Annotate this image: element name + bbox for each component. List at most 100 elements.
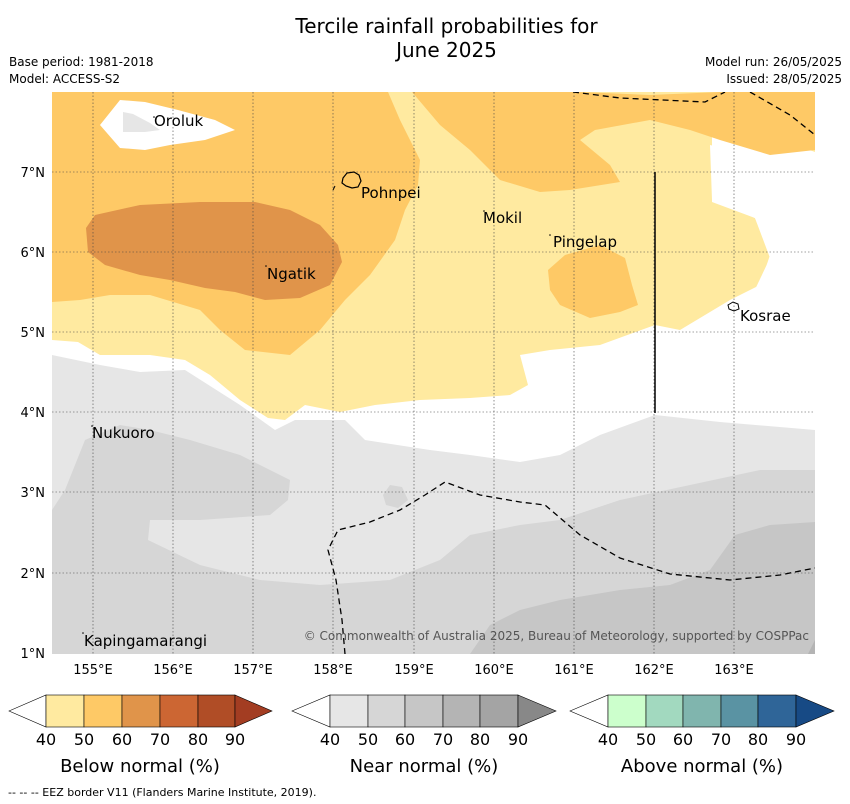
legend-below-tick-40: 40 xyxy=(36,730,56,749)
lon-label-158e: 158°E xyxy=(313,663,353,678)
longitude-labels: 155°E 156°E 157°E 158°E 159°E 160°E 161°… xyxy=(73,663,754,678)
base-period: Base period: 1981-2018 xyxy=(9,55,154,69)
title-line-2: June 2025 xyxy=(396,38,497,62)
lat-label-7n: 7°N xyxy=(21,166,46,181)
eez-footnote: -- -- -- EEZ border V11 (Flanders Marine… xyxy=(8,786,317,799)
legend-below-swatch-5 xyxy=(197,694,236,728)
legend-above-swatch-5 xyxy=(757,694,797,728)
legend-near-swatch-4 xyxy=(442,694,481,728)
legend-above-tick-50: 50 xyxy=(636,730,656,749)
legend-near-title: Near normal (%) xyxy=(350,756,499,777)
lat-label-6n: 6°N xyxy=(21,246,46,261)
near-normal-speck xyxy=(123,112,160,132)
legend-below-normal: 40 50 60 70 80 90 Below normal (%) xyxy=(8,694,273,777)
island-oroluk-marker xyxy=(153,116,155,118)
chart-title: Tercile rainfall probabilities for June … xyxy=(0,14,850,62)
island-mokil-marker xyxy=(483,210,485,212)
lon-label-160e: 160°E xyxy=(474,663,514,678)
legend-near-swatch-1 xyxy=(329,694,369,728)
legend-above-title: Above normal (%) xyxy=(621,756,783,777)
lat-label-1n: 1°N xyxy=(21,647,46,662)
model-info: Base period: 1981-2018 Model: ACCESS-S2 xyxy=(9,54,154,88)
lon-label-156e: 156°E xyxy=(153,663,193,678)
map-area: Oroluk Pohnpei Mokil Pingelap Ngatik Kos… xyxy=(52,92,815,654)
lon-label-163e: 163°E xyxy=(714,663,754,678)
near-normal-50-patch xyxy=(383,485,408,508)
legend-above-tick-40: 40 xyxy=(598,730,618,749)
legend-below-title: Below normal (%) xyxy=(60,756,220,777)
island-kosrae-outline xyxy=(727,301,740,312)
legend-near-tick-70: 70 xyxy=(433,730,453,749)
lon-label-159e: 159°E xyxy=(394,663,434,678)
graticule xyxy=(52,92,815,654)
legend-near-tick-90: 90 xyxy=(508,730,528,749)
model-run: Model run: 26/05/2025 xyxy=(704,55,842,69)
legend-below-swatch-1 xyxy=(45,694,85,728)
legend-near-tick-50: 50 xyxy=(358,730,378,749)
near-normal-60-region xyxy=(470,522,815,654)
lon-label-161e: 161°E xyxy=(554,663,594,678)
place-label-mokil: Mokil xyxy=(483,209,522,227)
legend-below-tick-60: 60 xyxy=(112,730,132,749)
legend-above-swatch-1 xyxy=(607,694,647,728)
legend-below-tick-80: 80 xyxy=(188,730,208,749)
island-ngatik-marker xyxy=(265,265,267,267)
legend-below-tick-90: 90 xyxy=(225,730,245,749)
legend-below-max-arrow xyxy=(234,694,273,728)
legend-below-tick-50: 50 xyxy=(74,730,94,749)
legend-above-swatch-3 xyxy=(682,694,722,728)
legend-above-swatch-4 xyxy=(720,694,759,728)
legend-near-swatch-5 xyxy=(479,694,519,728)
place-label-ngatik: Ngatik xyxy=(267,265,316,283)
lon-label-162e: 162°E xyxy=(634,663,674,678)
legend-near-swatch-3 xyxy=(404,694,444,728)
neutral-gap-topleft xyxy=(100,100,235,150)
legend-below-swatch-4 xyxy=(159,694,199,728)
lat-label-2n: 2°N xyxy=(21,567,46,582)
lat-label-5n: 5°N xyxy=(21,326,46,341)
lon-label-155e: 155°E xyxy=(73,663,113,678)
legend-near-tick-60: 60 xyxy=(395,730,415,749)
legend-near-max-arrow xyxy=(517,694,557,728)
legend-above-min-arrow xyxy=(569,694,609,728)
lat-label-3n: 3°N xyxy=(21,486,46,501)
legend-near-tick-80: 80 xyxy=(470,730,490,749)
lat-label-4n: 4°N xyxy=(21,406,46,421)
model-name: Model: ACCESS-S2 xyxy=(9,72,121,86)
below-normal-50-patch xyxy=(548,245,638,318)
eez-border xyxy=(327,92,815,654)
legend-above-normal: 40 50 60 70 80 90 Above normal (%) xyxy=(569,694,835,777)
island-pingelap-marker xyxy=(549,234,551,236)
lon-label-157e: 157°E xyxy=(233,663,273,678)
legend-below-swatch-2 xyxy=(83,694,123,728)
island-nukuoro-marker xyxy=(91,425,93,427)
legend-near-min-arrow xyxy=(291,694,331,728)
legend-near-tick-40: 40 xyxy=(320,730,340,749)
legend-above-tick-60: 60 xyxy=(673,730,693,749)
legend-above-tick-70: 70 xyxy=(711,730,731,749)
place-label-nukuoro: Nukuoro xyxy=(92,424,155,442)
island-kapingamarangi-marker xyxy=(82,632,84,634)
place-label-oroluk: Oroluk xyxy=(154,112,203,130)
issued-date: Issued: 28/05/2025 xyxy=(726,72,842,86)
place-label-pingelap: Pingelap xyxy=(553,233,617,251)
legend-above-swatch-2 xyxy=(645,694,684,728)
legend-below-min-arrow xyxy=(8,694,47,728)
legend-above-max-arrow xyxy=(795,694,835,728)
title-line-1: Tercile rainfall probabilities for xyxy=(295,14,598,38)
legend-below-tick-70: 70 xyxy=(150,730,170,749)
place-label-pohnpei: Pohnpei xyxy=(361,184,421,202)
legend-above-tick-80: 80 xyxy=(748,730,768,749)
legend-below-swatch-3 xyxy=(121,694,161,728)
legend-above-tick-90: 90 xyxy=(786,730,806,749)
below-normal-50-region-ne xyxy=(412,92,815,192)
island-pohnpei-outline xyxy=(341,171,362,189)
legend-near-swatch-2 xyxy=(367,694,406,728)
near-normal-70-corner xyxy=(808,640,815,654)
legend-near-normal: 40 50 60 70 80 90 Near normal (%) xyxy=(291,694,557,777)
copyright-notice: © Commonwealth of Australia 2025, Bureau… xyxy=(304,629,809,643)
neutral-gap-right xyxy=(712,130,815,330)
run-info: Model run: 26/05/2025 Issued: 28/05/2025 xyxy=(705,54,842,88)
latitude-labels: 7°N 6°N 5°N 4°N 3°N 2°N 1°N xyxy=(21,166,46,662)
